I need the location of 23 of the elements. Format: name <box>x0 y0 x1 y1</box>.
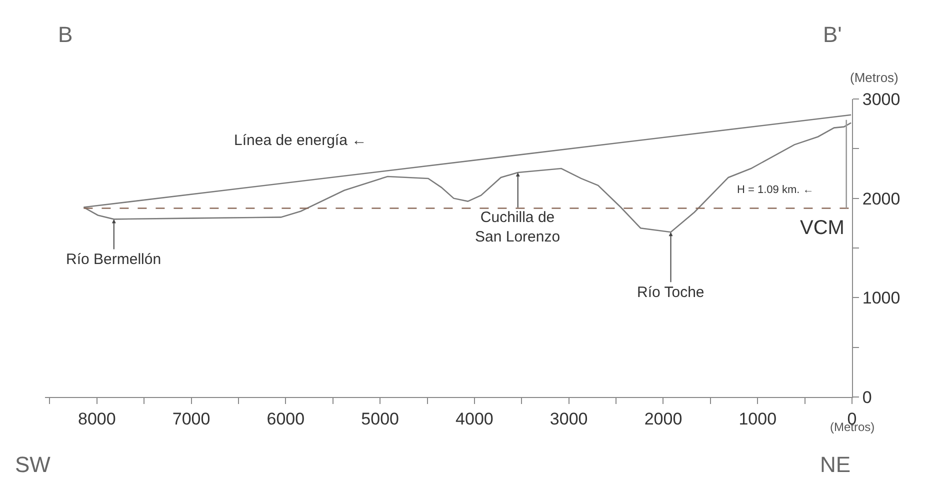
annotation: Línea de energía ← <box>234 132 367 149</box>
x-tick-label: 4000 <box>456 409 494 428</box>
y-tick-label: 1000 <box>862 288 900 308</box>
x-tick-label: 5000 <box>361 409 399 428</box>
y-tick-label: 0 <box>862 388 872 407</box>
text: B' <box>823 22 842 47</box>
x-tick-label: 8000 <box>78 409 116 428</box>
y-tick-label: 2000 <box>862 189 900 208</box>
text: SW <box>15 452 51 477</box>
x-tick-label: 1000 <box>738 409 777 428</box>
y-tick-label: 3000 <box>862 90 900 109</box>
annotation: Río Toche <box>637 284 704 301</box>
annotation: Cuchilla de San Lorenzo <box>475 209 560 246</box>
annotation: Río Bermellón <box>66 251 162 268</box>
y-axis-title: (Metros) <box>850 70 898 85</box>
x-tick-label: 2000 <box>644 409 682 428</box>
text: NE <box>820 452 851 477</box>
annotation: VCM <box>800 217 844 239</box>
x-tick-label: 6000 <box>266 409 305 428</box>
x-tick-label: 7000 <box>172 409 210 428</box>
x-tick-label: 3000 <box>550 409 588 428</box>
annotation: H = 1.09 km. ← <box>737 184 814 196</box>
text: B <box>58 22 73 47</box>
